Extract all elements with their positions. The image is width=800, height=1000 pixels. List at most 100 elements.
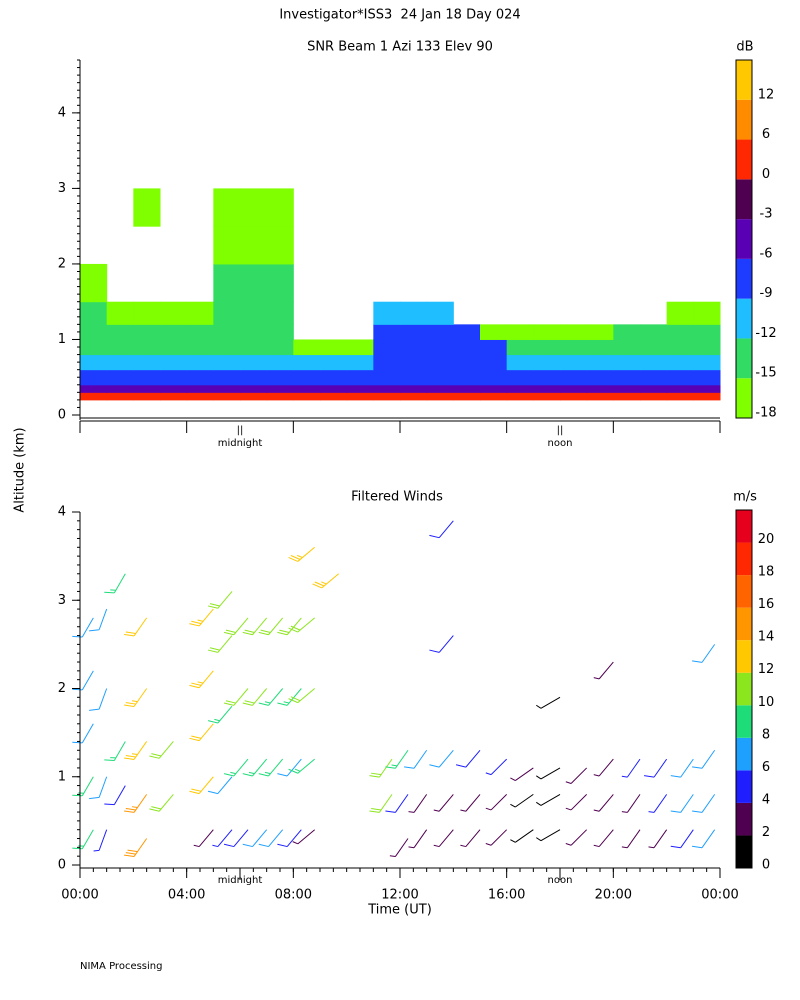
snr-cell — [506, 324, 534, 340]
colorbar-label: 14 — [758, 630, 775, 645]
wind-barb — [485, 758, 508, 776]
wind-barb — [72, 670, 94, 691]
wind-barb — [124, 794, 148, 813]
snr-cell — [133, 384, 161, 393]
snr-cell — [106, 384, 134, 393]
snr-cell — [506, 354, 534, 371]
wind-barb — [485, 794, 508, 811]
wind-barb — [385, 749, 409, 769]
snr-cell — [213, 263, 241, 303]
wind-barb — [277, 688, 302, 706]
wind-barb — [692, 749, 716, 769]
wind-barb — [242, 829, 268, 848]
y-axis-label: Altitude (km) — [13, 427, 28, 512]
wind-barb — [621, 829, 641, 849]
wind-barb — [593, 758, 614, 777]
snr-cell — [533, 354, 561, 371]
wind-barb — [510, 829, 534, 843]
x-tick-label: 16:00 — [488, 888, 525, 903]
snr-cell — [373, 301, 401, 325]
wind-barb — [510, 793, 534, 808]
y-tick-label: 0 — [58, 858, 66, 873]
snr-cell — [480, 324, 508, 340]
wind-barb — [288, 688, 315, 704]
wind-barb — [104, 573, 126, 594]
snr-cell — [426, 301, 454, 325]
colorbar-band — [736, 378, 752, 418]
x-tick-label: 00:00 — [61, 888, 98, 903]
wind-colorbar-title: m/s — [733, 490, 757, 505]
snr-cell — [133, 369, 161, 386]
snr-cell — [426, 384, 454, 393]
wind-barb — [207, 776, 233, 795]
wind-barb — [292, 829, 315, 845]
time-annotation: noon — [548, 875, 573, 886]
time-annotation: noon — [548, 438, 573, 449]
y-tick-label: 2 — [58, 681, 66, 696]
snr-colorbar-title: dB — [736, 40, 753, 55]
wind-barb — [189, 723, 214, 742]
snr-cell — [666, 301, 694, 325]
wind-barb — [404, 749, 428, 769]
wind-barb — [369, 758, 393, 778]
wind-barb — [89, 608, 108, 632]
wind-barb — [670, 829, 694, 849]
snr-cell — [640, 339, 668, 356]
wind-barb — [149, 741, 174, 759]
y-tick-label: 0 — [58, 408, 66, 423]
wind-barb — [223, 617, 249, 636]
wind-barb — [288, 617, 315, 633]
snr-cell — [373, 339, 401, 356]
colorbar-label: 10 — [758, 695, 775, 710]
colorbar-band — [736, 835, 752, 868]
snr-cell — [693, 301, 721, 325]
snr-cell — [266, 384, 294, 393]
snr-cell — [640, 392, 668, 401]
y-tick-label: 1 — [58, 332, 66, 347]
snr-cell — [506, 384, 534, 393]
snr-cell — [400, 384, 428, 393]
snr-cell — [293, 339, 321, 356]
wind-barb — [692, 794, 716, 813]
snr-cell — [133, 354, 161, 371]
snr-cell — [133, 301, 161, 325]
snr-cell — [240, 188, 268, 227]
colorbar-label: 2 — [762, 825, 770, 840]
colorbar-label: -12 — [755, 326, 776, 341]
snr-cell — [693, 339, 721, 356]
snr-cell — [160, 339, 188, 356]
wind-barb — [621, 758, 641, 778]
snr-cell — [533, 369, 561, 386]
snr-cell — [560, 384, 588, 393]
snr-cell — [293, 384, 321, 393]
colorbar-label: -3 — [760, 207, 773, 222]
y-tick-label: 3 — [58, 593, 66, 608]
colorbar-label: 8 — [762, 727, 770, 742]
snr-cell — [133, 339, 161, 356]
snr-cell — [240, 263, 268, 303]
wind-barb — [460, 829, 481, 848]
wind-barb — [536, 767, 561, 780]
snr-cell — [133, 324, 161, 340]
wind-barb — [536, 793, 561, 806]
wind-barb — [408, 829, 428, 849]
snr-cell — [533, 339, 561, 356]
wind-barb — [223, 758, 249, 777]
wind-barb — [72, 617, 94, 638]
snr-cell — [400, 369, 428, 386]
x-tick-label: 08:00 — [275, 888, 312, 903]
snr-cell — [320, 339, 348, 356]
snr-cell — [453, 384, 481, 393]
wind-barb — [692, 644, 716, 663]
snr-cell — [80, 392, 108, 401]
snr-cell — [240, 369, 268, 386]
snr-cell — [453, 324, 481, 340]
snr-cell — [453, 392, 481, 401]
snr-cell — [533, 392, 561, 401]
y-tick-label: 4 — [58, 105, 66, 120]
wind-barb — [485, 829, 508, 846]
snr-cell — [213, 188, 241, 227]
wind-barb — [288, 546, 315, 562]
wind-barb — [207, 591, 233, 609]
